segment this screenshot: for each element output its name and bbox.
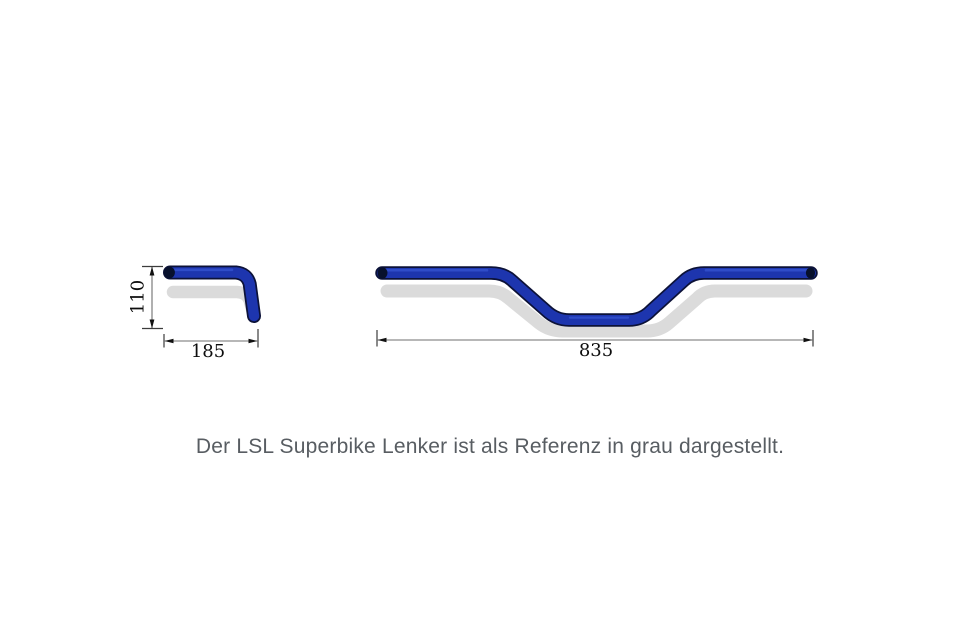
arrow-down-icon: [149, 319, 155, 329]
dimension-label-width-front: 835: [579, 340, 613, 361]
arrow-left-icon: [377, 337, 387, 343]
reference-caption-text: Der LSL Superbike Lenker ist als Referen…: [195, 435, 785, 458]
arrow-up-icon: [149, 266, 155, 276]
tube-side-body: [164, 267, 260, 322]
bar-end-cap-front-left: [377, 267, 388, 279]
arrow-right-icon: [803, 337, 813, 343]
reference-caption: Der LSL Superbike Lenker ist als Referen…: [196, 435, 784, 459]
arrow-right-icon: [248, 338, 258, 344]
dimension-label-width-side: 185: [191, 341, 225, 362]
dimension-height-110: 110: [128, 265, 163, 330]
dimension-width-185: 185: [163, 329, 259, 362]
bar-end-cap-front-right: [805, 267, 816, 279]
arrow-left-icon: [164, 338, 174, 344]
reference-bar-front: [380, 284, 813, 338]
handlebar-side-view: [163, 265, 261, 323]
bar-end-cap-side: [164, 266, 175, 279]
handlebar-front-view: [375, 266, 818, 338]
tube-front-body: [377, 268, 816, 325]
dimension-width-835: 835: [376, 330, 814, 361]
dimension-label-height: 110: [128, 280, 149, 314]
reference-bar-side: [166, 285, 259, 318]
